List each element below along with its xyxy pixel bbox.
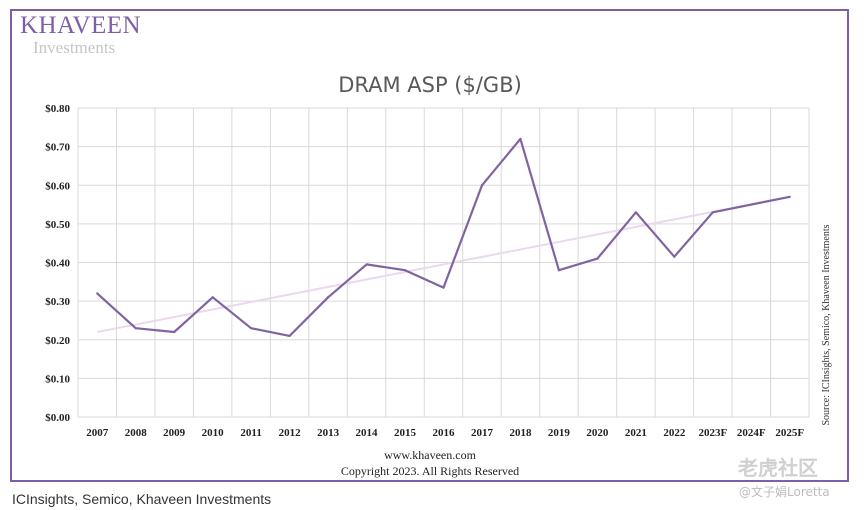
x-axis-ticks: 2007 2008 2009 2010 2011 2012 2013 2014 2015 2016… — [86, 427, 804, 439]
x-tick-label: 2025F — [775, 427, 804, 439]
data-point — [96, 292, 99, 295]
footer-website: www.khaveen.com — [384, 448, 477, 462]
x-tick-label: 2009 — [163, 427, 186, 439]
y-axis-ticks: $0.00 $0.10 $0.20 $0.30 $0.40 $0.50 $0.60 $0.70… — [45, 103, 70, 424]
y-tick-label: $0.20 — [45, 335, 70, 347]
data-point — [288, 334, 291, 337]
watermark-user: @文子娟Loretta — [739, 485, 830, 499]
y-tick-label: $0.10 — [45, 373, 70, 385]
data-point — [365, 263, 368, 266]
data-point — [519, 137, 522, 140]
x-tick-label: 2012 — [279, 427, 302, 439]
brand-logo: KHAVEEN — [20, 12, 142, 39]
y-tick-label: $0.60 — [45, 180, 70, 192]
data-point — [634, 211, 637, 214]
grid-lines — [77, 107, 810, 418]
x-tick-label: 2024F — [737, 427, 766, 439]
y-tick-label: $0.30 — [45, 296, 70, 308]
x-tick-label: 2020 — [586, 427, 609, 439]
y-tick-label: $0.70 — [45, 142, 70, 154]
y-tick-label: $0.50 — [45, 219, 70, 231]
watermark-logo: 老虎社区 — [738, 456, 818, 480]
x-tick-label: 2015 — [394, 427, 417, 439]
data-point — [711, 211, 714, 214]
data-point — [173, 330, 176, 334]
series-line — [96, 137, 791, 337]
x-tick-label: 2021 — [625, 427, 647, 439]
data-point — [480, 184, 484, 187]
brand-subtitle: Investments — [33, 38, 116, 57]
data-point — [750, 203, 753, 206]
data-point — [134, 327, 137, 330]
x-tick-label: 2010 — [202, 427, 225, 439]
data-point — [557, 269, 561, 272]
data-point — [403, 269, 407, 272]
data-point — [326, 296, 330, 299]
x-tick-label: 2017 — [471, 427, 494, 439]
x-tick-label: 2019 — [548, 427, 571, 439]
x-tick-label: 2016 — [433, 427, 456, 439]
x-tick-label: 2014 — [356, 427, 379, 439]
data-point — [788, 195, 791, 198]
y-tick-label: $0.00 — [45, 412, 70, 424]
data-point — [596, 257, 599, 260]
chart-frame — [10, 9, 849, 482]
y-tick-label: $0.40 — [45, 258, 70, 270]
x-tick-label: 2011 — [240, 427, 261, 439]
x-tick-label: 2007 — [86, 427, 109, 439]
x-tick-label: 2023F — [698, 427, 727, 439]
data-point — [250, 327, 253, 330]
source-note: Source: ICInsights, Semico, Khaveen Inve… — [821, 224, 832, 425]
image-caption: ICInsights, Semico, Khaveen Investments — [12, 491, 272, 507]
trend-line — [97, 195, 790, 334]
data-point — [211, 296, 214, 299]
x-tick-label: 2018 — [509, 427, 532, 439]
data-point — [442, 286, 445, 289]
y-tick-label: $0.80 — [45, 103, 70, 115]
footer-copyright: Copyright 2023. All Rights Reserved — [341, 464, 519, 478]
series-group — [96, 137, 791, 337]
x-tick-label: 2022 — [663, 427, 686, 439]
data-point — [673, 255, 676, 258]
x-tick-label: 2008 — [125, 427, 148, 439]
x-tick-label: 2013 — [317, 427, 340, 439]
chart-title: DRAM ASP ($/GB) — [338, 73, 522, 97]
